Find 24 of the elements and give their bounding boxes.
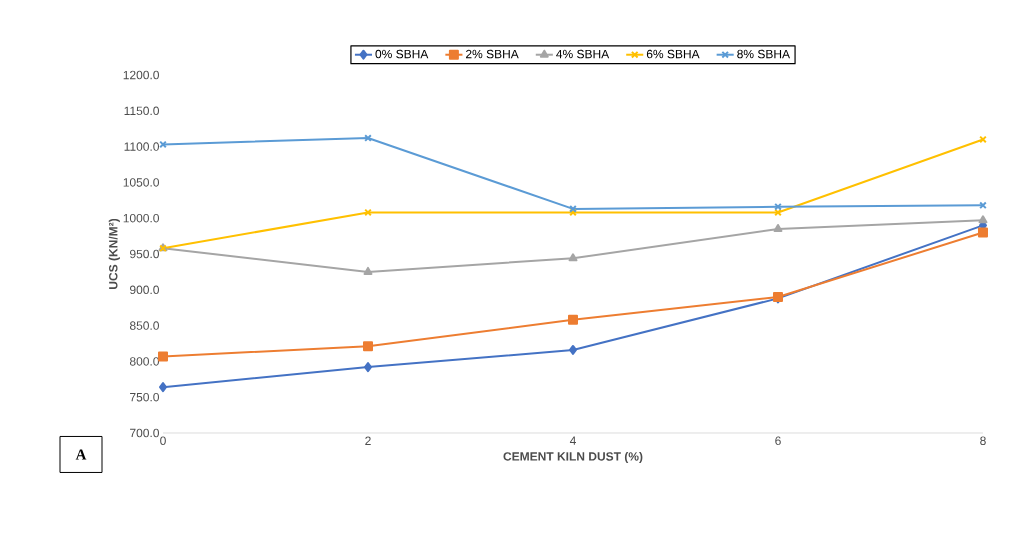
x-axis-title: CEMENT KILN DUST (%)	[503, 451, 643, 464]
y-tick-label: 1000.0	[123, 213, 159, 223]
x-tick-label: 8	[980, 436, 986, 446]
y-tick-label: 1200.0	[123, 70, 159, 80]
text: A	[75, 449, 87, 460]
y-tick-label: 850.0	[129, 321, 160, 330]
legend-label: 6% SBHA	[646, 49, 700, 59]
y-tick-label: 1050.0	[123, 178, 159, 187]
x-tick-label: 0	[160, 436, 166, 446]
legend-label: 2% SBHA	[466, 49, 519, 59]
x-tick-label: 6	[775, 436, 781, 446]
legend-label: 4% SBHA	[556, 49, 610, 59]
y-tick-label: 1100.0	[124, 142, 160, 151]
y-tick-label: 900.0	[130, 285, 160, 295]
legend-label: 8% SBHA	[737, 49, 791, 59]
x-tick-label: 2	[365, 436, 371, 445]
y-tick-label: 1150.0	[124, 106, 160, 116]
y-tick-label: 750.0	[130, 392, 160, 402]
y-axis-title: UCS (KN/M²)	[108, 218, 120, 289]
legend-label: 0% SBHA	[375, 49, 429, 59]
y-tick-label: 800.0	[129, 357, 160, 366]
y-tick-label: 950.0	[130, 249, 160, 259]
y-tick-label: 700.0	[130, 428, 160, 438]
x-tick-label: 4	[569, 436, 576, 445]
